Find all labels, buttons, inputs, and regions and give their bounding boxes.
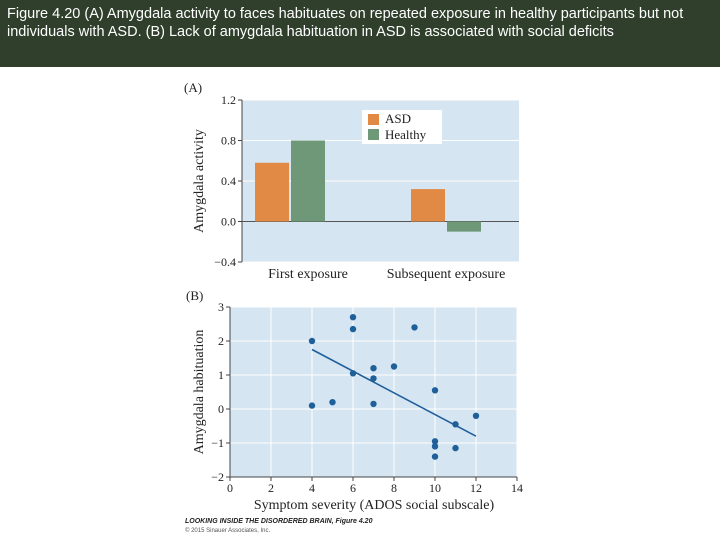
panel-a-category-label: Subsequent exposure xyxy=(387,267,506,282)
panel-b-fit-line-group xyxy=(311,348,477,437)
bar-asd-subsequent xyxy=(411,189,445,222)
panel-b-x-tick-label: 6 xyxy=(350,481,356,495)
scatter-point xyxy=(411,324,418,331)
panel-a-y-tick-label: 0.4 xyxy=(221,174,236,188)
panel-b-x-tick-label: 0 xyxy=(227,481,233,495)
panel-b-x-tick-label: 14 xyxy=(511,481,523,495)
panel-b-y-ticks: −2 −1 0 1 2 3 xyxy=(211,300,231,484)
panel-b-y-tick-label: −2 xyxy=(211,470,224,484)
legend-swatch-asd xyxy=(368,114,379,125)
panel-b-x-ticks: 0 2 4 6 8 10 12 14 xyxy=(227,476,523,495)
scatter-point xyxy=(370,375,377,382)
panel-a-y-tick-label: 0.0 xyxy=(221,215,236,229)
panel-b-x-tick-label: 10 xyxy=(429,481,441,495)
panel-b-label: (B) xyxy=(186,288,203,303)
panel-b-grid xyxy=(229,306,518,478)
scatter-point xyxy=(308,337,316,345)
panel-b-x-tick-label: 2 xyxy=(268,481,274,495)
panel-b-x-tick-label: 8 xyxy=(391,481,397,495)
panel-a-y-tick-label: 1.2 xyxy=(221,93,236,107)
panel-a-y-tick-label: 0.8 xyxy=(221,134,236,148)
scatter-point xyxy=(390,363,398,370)
scatter-point xyxy=(349,314,357,321)
legend-label-healthy: Healthy xyxy=(385,127,427,142)
panel-a-y-axis-label: Amygdala activity xyxy=(192,129,207,233)
panel-a-y-ticks: −0.4 0.0 0.4 0.8 1.2 xyxy=(214,93,243,269)
legend-label-asd: ASD xyxy=(385,111,411,126)
footer-source-title: LOOKING INSIDE THE DISORDERED BRAIN, Fig… xyxy=(185,518,373,525)
panel-b-x-tick-label: 12 xyxy=(470,481,482,495)
panel-b-y-tick-label: 2 xyxy=(218,334,224,348)
footer-copyright: © 2015 Sinauer Associates, Inc. xyxy=(185,528,271,534)
panel-b-x-axis-label: Symptom severity (ADOS social subscale) xyxy=(254,498,495,513)
scatter-point xyxy=(349,325,357,333)
scatter-point xyxy=(329,399,336,406)
panel-b-y-tick-label: 1 xyxy=(218,368,224,382)
panel-a-y-tick-label: −0.4 xyxy=(214,255,236,269)
scatter-point xyxy=(431,453,439,460)
scatter-point xyxy=(431,438,439,445)
scatter-point xyxy=(349,370,357,377)
scatter-point xyxy=(431,443,439,450)
panel-a-legend: ASD Healthy xyxy=(362,110,442,144)
bar-healthy-subsequent xyxy=(447,221,481,232)
panel-b-plot-bg xyxy=(230,307,517,477)
panel-b-y-tick-label: −1 xyxy=(211,436,224,450)
caption-bar: Figure 4.20 (A) Amygdala activity to fac… xyxy=(0,0,720,67)
scatter-point xyxy=(308,402,316,409)
panel-a-bars xyxy=(255,140,481,232)
panel-b-points xyxy=(308,314,480,460)
legend-swatch-healthy xyxy=(368,129,379,140)
scatter-point xyxy=(452,444,459,452)
regression-line xyxy=(311,348,477,437)
bar-healthy-first xyxy=(291,140,325,222)
scatter-point xyxy=(431,387,439,394)
panel-a-category-label: First exposure xyxy=(268,267,348,282)
figure-caption: Figure 4.20 (A) Amygdala activity to fac… xyxy=(7,6,684,40)
panel-b-y-tick-label: 0 xyxy=(218,402,224,416)
panel-a-label: (A) xyxy=(184,80,202,95)
scatter-point xyxy=(472,412,480,419)
panel-b-y-tick-label: 3 xyxy=(218,300,224,314)
bar-asd-first xyxy=(255,162,289,222)
scatter-point xyxy=(370,400,377,408)
scatter-point xyxy=(370,365,377,372)
scatter-point xyxy=(452,421,459,428)
panel-b-x-tick-label: 4 xyxy=(309,481,315,495)
panel-b-y-axis-label: Amygdala habituation xyxy=(192,330,207,455)
